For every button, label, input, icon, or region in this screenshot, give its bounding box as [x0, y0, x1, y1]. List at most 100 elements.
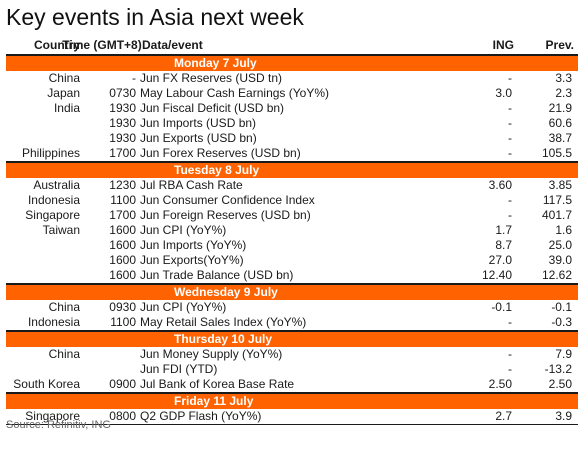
header-divider [6, 54, 578, 55]
cell-time: 1600 [109, 268, 136, 282]
cell-ing: - [508, 101, 512, 115]
cell-ing: - [508, 71, 512, 85]
table-row: South Korea 0900 Jul Bank of Korea Base Ra… [6, 377, 578, 393]
cell-country [6, 238, 84, 253]
table-row: China Jun Money Supply (YoY%) - 7.9 [6, 347, 578, 362]
cell-event: Q2 GDP Flash (YoY%) [140, 409, 262, 423]
cell-country: India [53, 101, 80, 115]
cell-event: Jun Money Supply (YoY%) [140, 347, 283, 361]
cell-prev: 38.7 [548, 131, 572, 145]
cell-event: Jun CPI (YoY%) [140, 223, 227, 237]
cell-time [84, 362, 140, 377]
table-row: Japan 0730 May Labour Cash Earnings (YoY%)… [6, 86, 578, 101]
table-row: Australia 1230 Jul RBA Cash Rate 3.60 3.85 [6, 178, 578, 193]
cell-country: Japan [47, 86, 80, 100]
cell-country [6, 362, 84, 377]
cell-event: Jul RBA Cash Rate [140, 178, 243, 192]
table-row: China - Jun FX Reserves (USD tn) -3.3 [6, 71, 578, 86]
cell-ing: -0.1 [491, 300, 512, 314]
cell-time: 0930 [109, 300, 136, 314]
cell-time: 1230 [109, 178, 136, 192]
cell-country: Taiwan [42, 223, 80, 237]
cell-ing: 1.7 [495, 223, 512, 237]
cell-event: Jun Foreign Reserves (USD bn) [140, 208, 311, 222]
cell-event: Jun CPI (YoY%) [140, 300, 227, 314]
table-row: Singapore 0800 Q2 GDP Flash (YoY%) 2.7 3.9 [6, 409, 578, 425]
table-row: 1930 Jun Imports (USD bn) - 60.6 [6, 116, 578, 131]
cell-country: Philippines [21, 146, 80, 160]
cell-prev: -13.2 [544, 362, 572, 376]
day-band: Wednesday 9 July [6, 284, 578, 300]
cell-ing: - [508, 315, 512, 329]
day-band: Tuesday 8 July [6, 162, 578, 178]
cell-country [6, 131, 84, 146]
cell-prev: 60.6 [548, 116, 572, 130]
cell-event: Jun Exports (USD bn) [140, 131, 257, 145]
header-country: Country [34, 37, 80, 52]
cell-ing: 2.50 [488, 377, 512, 391]
cell-prev: -0.1 [551, 300, 572, 314]
cell-time: 1700 [109, 146, 136, 160]
page-title: Key events in Asia next week [6, 4, 304, 30]
cell-time: 1930 [109, 131, 136, 145]
cell-prev: 401.7 [541, 208, 572, 222]
cell-country [6, 268, 84, 283]
source-note: Source: Refinitiv, ING [6, 419, 111, 431]
cell-event: Jun Imports (USD bn) [140, 116, 257, 130]
cell-country: China [48, 300, 80, 314]
table-row: Taiwan 1600 Jun CPI (YoY%) 1.7 1.6 [6, 223, 578, 238]
table-row: Jun FDI (YTD) - -13.2 [6, 362, 578, 377]
table-row: China 0930 Jun CPI (YoY%) -0.1 -0.1 [6, 300, 578, 315]
cell-event: Jun Exports(YoY%) [140, 253, 244, 267]
cell-ing: - [508, 347, 512, 361]
cell-prev: 21.9 [548, 101, 572, 115]
cell-event: Jun Fiscal Deficit (USD bn) [140, 101, 285, 115]
cell-ing: 3.0 [495, 86, 512, 100]
cell-ing: 27.0 [488, 253, 512, 267]
table-row: 1930 Jun Exports (USD bn) - 38.7 [6, 131, 578, 146]
cell-ing: - [508, 193, 512, 207]
cell-time: 1600 [109, 223, 136, 237]
day-band: Monday 7 July [6, 55, 578, 71]
cell-event: Jun FDI (YTD) [140, 362, 218, 376]
cell-ing: - [508, 116, 512, 130]
cell-prev: 39.0 [548, 253, 572, 267]
cell-prev: 2.50 [548, 377, 572, 391]
cell-ing: 3.60 [488, 178, 512, 192]
cell-time: 1600 [109, 238, 136, 252]
cell-ing: - [508, 208, 512, 222]
cell-prev: 117.5 [542, 193, 572, 207]
cell-time: 1930 [109, 116, 136, 130]
cell-event: May Retail Sales Index (YoY%) [140, 315, 307, 329]
table-row: 1600 Jun Imports (YoY%) 8.7 25.0 [6, 238, 578, 253]
cell-prev: 3.3 [555, 71, 572, 85]
table-row: Indonesia 1100 Jun Consumer Confidence Ind… [6, 193, 578, 208]
cell-prev: 25.0 [548, 238, 572, 252]
header-ing: ING [492, 37, 514, 52]
cell-ing: 8.7 [495, 238, 512, 252]
cell-time: 1930 [109, 101, 136, 115]
cell-time: 0900 [109, 377, 136, 391]
cell-event: Jun Trade Balance (USD bn) [140, 268, 294, 282]
cell-event: Jul Bank of Korea Base Rate [140, 377, 295, 391]
cell-prev: -0.3 [551, 315, 572, 329]
cell-time: 0730 [109, 86, 136, 100]
table-header: Country Time (GMT+8) Data/event ING Prev… [6, 37, 578, 52]
day-band: Thursday 10 July [6, 331, 578, 347]
cell-prev: 7.9 [555, 347, 572, 361]
cell-prev: 1.6 [555, 223, 572, 237]
cell-time: 1600 [109, 253, 136, 267]
cell-prev: 3.85 [548, 178, 572, 192]
cell-prev: 105.5 [541, 146, 572, 160]
cell-time: 0800 [109, 409, 136, 423]
cell-event: Jun Forex Reserves (USD bn) [140, 146, 301, 160]
cell-time: 1700 [109, 208, 136, 222]
cell-country: Singapore [25, 409, 80, 423]
cell-event: May Labour Cash Earnings (YoY%) [140, 86, 329, 100]
day-band: Friday 11 July [6, 393, 578, 409]
table-row: Indonesia 1100 May Retail Sales Index (YoY… [6, 315, 578, 331]
cell-event: Jun Imports (YoY%) [140, 238, 247, 252]
cell-time: - [132, 71, 136, 85]
table-row: India 1930 Jun Fiscal Deficit (USD bn) - 21.… [6, 101, 578, 116]
header-time: Time (GMT+8) [62, 37, 142, 52]
